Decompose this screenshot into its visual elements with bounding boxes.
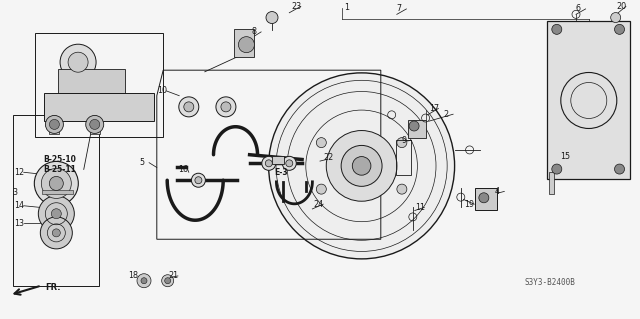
Text: 21: 21: [168, 271, 179, 280]
Text: 5: 5: [140, 158, 145, 167]
Bar: [58, 69, 125, 93]
Text: 1: 1: [344, 3, 349, 11]
Text: 13: 13: [14, 219, 24, 228]
Text: 12: 12: [14, 168, 24, 177]
Text: 9: 9: [402, 136, 407, 145]
Bar: [475, 188, 497, 210]
Circle shape: [611, 12, 621, 23]
Circle shape: [552, 24, 562, 34]
Circle shape: [479, 193, 489, 203]
Bar: [42, 190, 73, 194]
Text: 14: 14: [14, 201, 24, 210]
Circle shape: [282, 156, 296, 170]
Bar: [13, 115, 99, 286]
Circle shape: [316, 137, 326, 148]
Circle shape: [269, 73, 454, 259]
Circle shape: [49, 119, 60, 130]
Text: 22: 22: [323, 153, 333, 162]
Circle shape: [42, 168, 71, 198]
Text: 2: 2: [444, 110, 449, 119]
Text: 6: 6: [576, 4, 581, 13]
Circle shape: [552, 164, 562, 174]
Circle shape: [614, 24, 625, 34]
Circle shape: [162, 275, 173, 287]
Circle shape: [409, 121, 419, 131]
Bar: [44, 93, 154, 121]
Circle shape: [266, 11, 278, 24]
Circle shape: [191, 173, 205, 187]
Circle shape: [164, 278, 171, 284]
Text: 24: 24: [314, 200, 324, 209]
Bar: [90, 126, 100, 134]
Circle shape: [286, 160, 292, 167]
Text: 15: 15: [560, 152, 570, 161]
Text: 16: 16: [178, 165, 188, 174]
Circle shape: [141, 278, 147, 284]
Text: 20: 20: [616, 2, 627, 11]
Text: E-3: E-3: [274, 168, 287, 177]
Circle shape: [40, 217, 72, 249]
Bar: [547, 21, 630, 179]
Text: 11: 11: [415, 203, 425, 212]
Circle shape: [326, 130, 397, 201]
Text: 4: 4: [495, 187, 500, 196]
Circle shape: [352, 157, 371, 175]
Circle shape: [262, 156, 276, 170]
Circle shape: [266, 160, 272, 167]
Circle shape: [38, 196, 74, 232]
Circle shape: [35, 161, 78, 205]
Circle shape: [221, 102, 231, 112]
Bar: [408, 120, 426, 137]
Text: FR.: FR.: [45, 283, 60, 292]
Bar: [35, 33, 163, 137]
Bar: [273, 156, 284, 164]
Bar: [234, 29, 253, 57]
Circle shape: [45, 115, 63, 133]
Circle shape: [184, 102, 194, 112]
Circle shape: [195, 177, 202, 184]
Circle shape: [137, 274, 151, 288]
Text: 19: 19: [465, 200, 475, 209]
Text: 23: 23: [291, 2, 301, 11]
Circle shape: [51, 209, 61, 219]
Text: B-25-10: B-25-10: [44, 155, 76, 164]
Circle shape: [60, 44, 96, 80]
Circle shape: [90, 119, 100, 130]
Text: 17: 17: [429, 104, 439, 113]
Text: B-25-11: B-25-11: [44, 165, 76, 174]
Text: 8: 8: [252, 27, 257, 36]
Circle shape: [216, 97, 236, 117]
Text: S3Y3-B2400B: S3Y3-B2400B: [525, 278, 575, 287]
Circle shape: [49, 176, 63, 190]
Circle shape: [238, 37, 255, 53]
Circle shape: [397, 184, 407, 194]
Circle shape: [397, 137, 407, 148]
Circle shape: [86, 115, 104, 133]
Circle shape: [614, 164, 625, 174]
Circle shape: [68, 52, 88, 72]
Bar: [549, 172, 554, 194]
Bar: [49, 126, 60, 134]
Circle shape: [316, 184, 326, 194]
Text: 7: 7: [397, 4, 402, 13]
Text: 10: 10: [157, 86, 167, 95]
Circle shape: [341, 145, 382, 186]
Circle shape: [52, 229, 60, 237]
Circle shape: [179, 97, 199, 117]
Bar: [396, 140, 410, 175]
Text: 18: 18: [128, 271, 138, 280]
Text: 3: 3: [13, 189, 18, 197]
